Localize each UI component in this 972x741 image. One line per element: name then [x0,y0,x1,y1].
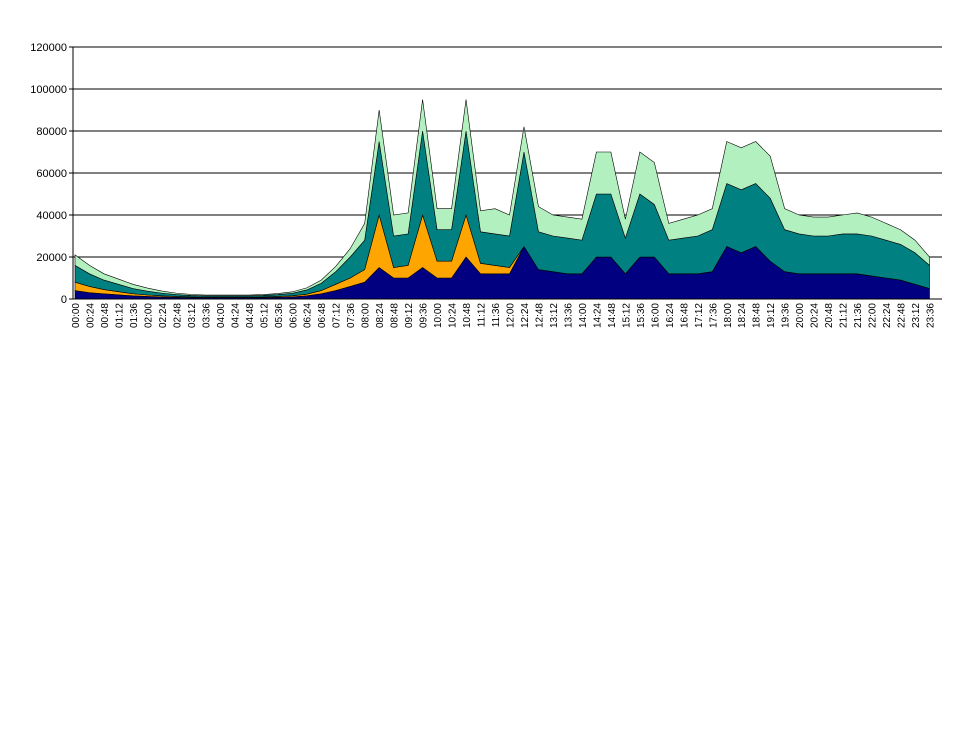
x-tick-label: 04:24 [230,303,241,328]
x-tick-label: 00:48 [100,303,111,328]
x-tick-label: 02:24 [158,303,169,328]
x-tick-label: 10:00 [433,303,444,328]
x-tick-label: 08:24 [375,303,386,328]
x-tick-label: 02:00 [143,303,154,328]
x-tick-label: 07:12 [332,303,343,328]
x-tick-label: 12:24 [520,303,531,328]
x-tick-label: 03:36 [201,303,212,328]
x-tick-label: 13:12 [549,303,560,328]
x-tick-label: 05:12 [259,303,270,328]
x-tick-label: 20:00 [795,303,806,328]
y-tick-label: 80000 [36,126,67,138]
x-tick-label: 04:48 [245,303,256,328]
x-tick-label: 10:24 [448,303,459,328]
x-tick-label: 21:12 [839,303,850,328]
x-tick-label: 04:00 [216,303,227,328]
y-tick-label: 60000 [36,168,67,180]
x-tick-label: 00:24 [85,303,96,328]
x-tick-label: 12:00 [506,303,517,328]
x-tick-label: 23:36 [926,303,937,328]
x-tick-label: 22:24 [882,303,893,328]
x-tick-label: 02:48 [172,303,183,328]
x-tick-label: 07:36 [346,303,357,328]
x-tick-label: 18:00 [723,303,734,328]
x-tick-label: 19:12 [766,303,777,328]
x-tick-label: 17:36 [708,303,719,328]
x-tick-label: 05:36 [274,303,285,328]
x-tick-label: 16:24 [665,303,676,328]
x-tick-label: 11:12 [477,303,488,328]
y-tick-label: 120000 [30,42,67,54]
x-tick-label: 10:48 [462,303,473,328]
x-tick-label: 14:00 [578,303,589,328]
x-tick-label: 21:36 [853,303,864,328]
x-tick-label: 23:12 [911,303,922,328]
y-tick-label: 100000 [30,84,67,96]
x-tick-label: 15:36 [636,303,647,328]
x-tick-label: 06:00 [288,303,299,328]
x-tick-label: 14:48 [607,303,618,328]
y-tick-label: 0 [61,294,67,306]
area [74,99,930,297]
x-tick-label: 22:48 [897,303,908,328]
x-tick-label: 20:48 [824,303,835,328]
x-tick-label: 00:00 [71,303,82,328]
x-tick-label: 12:48 [534,303,545,328]
y-tick-label: 20000 [36,252,67,264]
x-tick-label: 03:12 [187,303,198,328]
x-tick-label: 09:36 [419,303,430,328]
x-tick-label: 18:48 [752,303,763,328]
x-tick-label: 08:00 [361,303,372,328]
x-tick-label: 06:24 [303,303,314,328]
x-tick-label: 20:24 [810,303,821,328]
x-tick-label: 01:12 [114,303,125,328]
x-tick-label: 13:36 [563,303,574,328]
x-tick-label: 09:12 [404,303,415,328]
x-tick-label: 19:36 [781,303,792,328]
x-tick-label: 08:48 [390,303,401,328]
x-tick-label: 01:36 [129,303,140,328]
y-tick-label: 40000 [36,210,67,222]
x-tick-label: 11:36 [491,303,502,328]
x-tick-label: 15:12 [621,303,632,328]
x-tick-label: 14:24 [592,303,603,328]
x-tick-label: 16:48 [679,303,690,328]
x-tick-label: 18:24 [737,303,748,328]
x-tick-label: 17:12 [694,303,705,328]
x-tick-label: 16:00 [650,303,661,328]
x-tick-label: 22:00 [868,303,879,328]
x-tick-label: 06:48 [317,303,328,328]
